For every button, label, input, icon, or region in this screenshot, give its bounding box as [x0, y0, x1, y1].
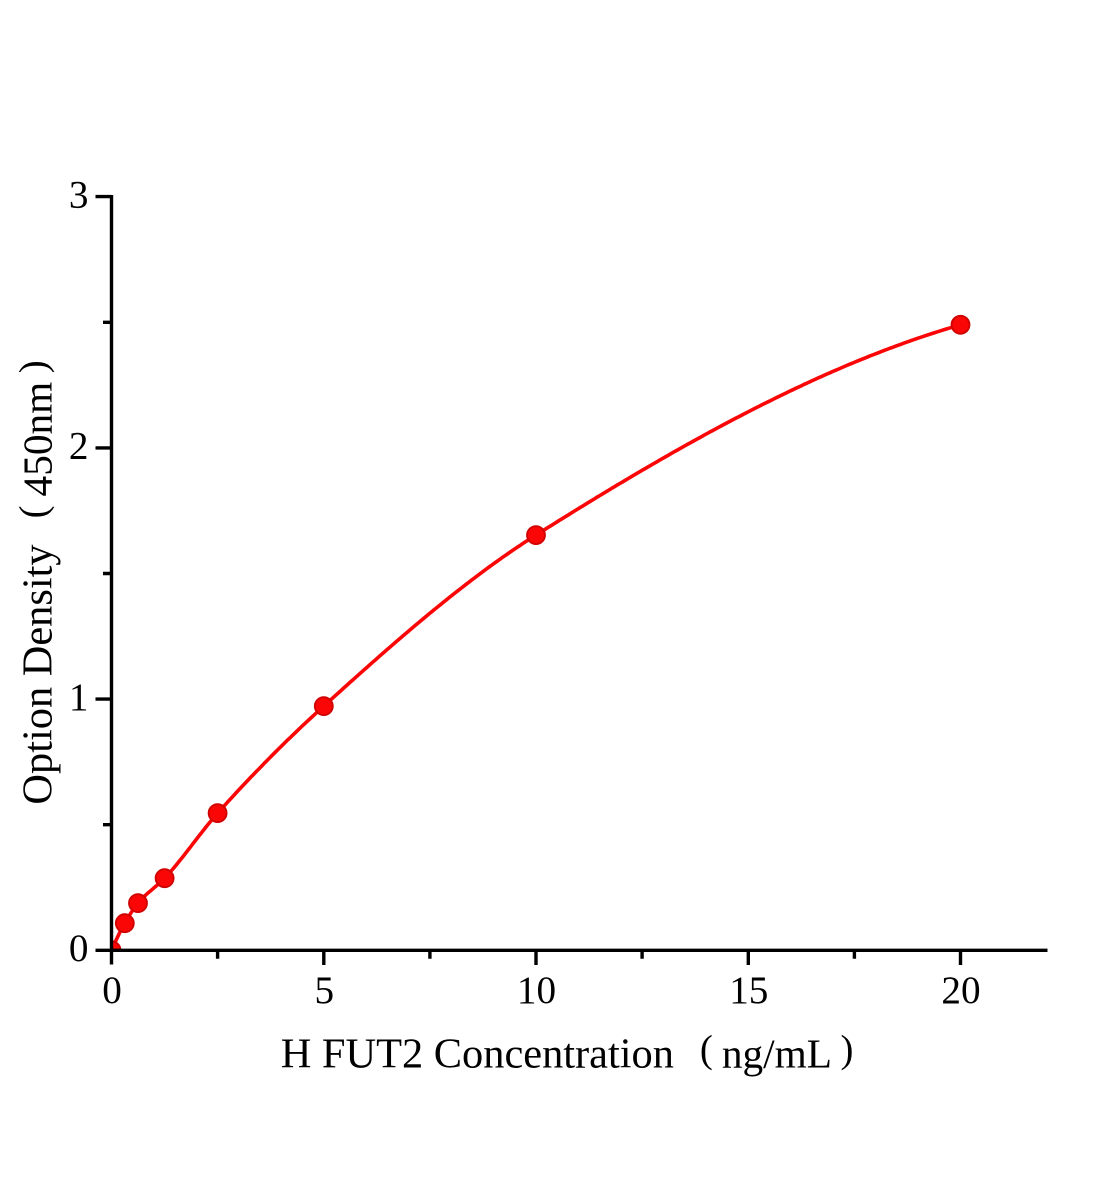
svg-text:Option Density(450nm): Option Density(450nm) — [12, 360, 62, 804]
svg-text:H FUT2 Concentration(ng/mL): H FUT2 Concentration(ng/mL) — [281, 1028, 854, 1078]
svg-text:5: 5 — [315, 969, 335, 1012]
svg-text:20: 20 — [941, 969, 980, 1012]
svg-text:0: 0 — [102, 969, 122, 1012]
svg-text:2: 2 — [69, 425, 89, 468]
svg-text:3: 3 — [69, 173, 89, 216]
svg-text:15: 15 — [729, 969, 768, 1012]
svg-text:10: 10 — [517, 969, 556, 1012]
svg-text:0: 0 — [69, 927, 89, 970]
svg-text:1: 1 — [69, 676, 89, 719]
